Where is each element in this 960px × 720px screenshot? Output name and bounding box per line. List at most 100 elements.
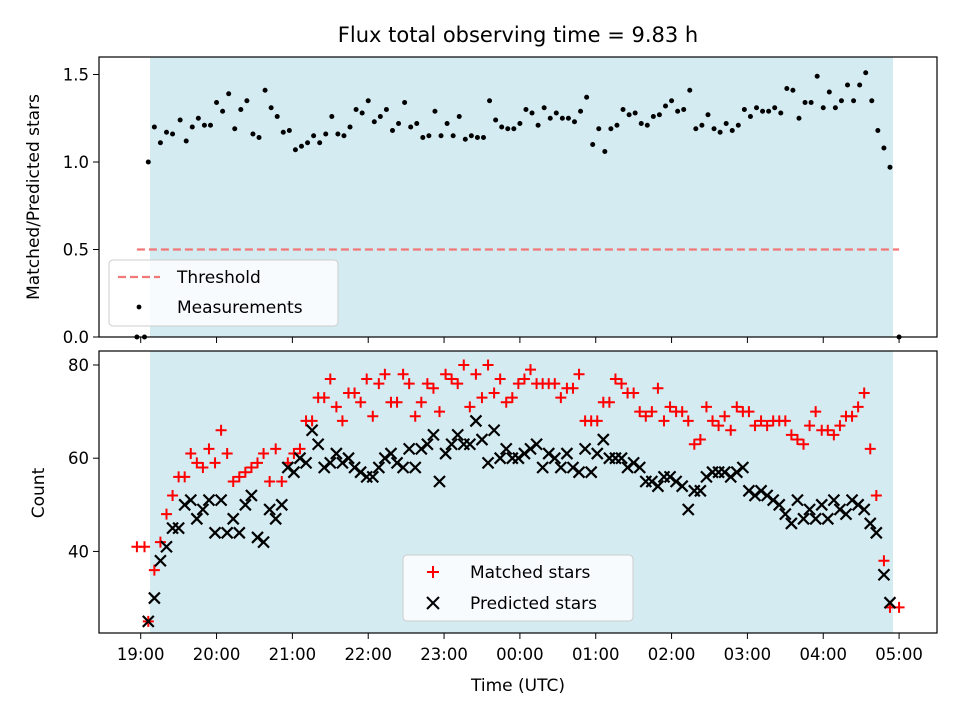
measurement-point xyxy=(887,164,893,170)
measurement-point xyxy=(280,129,286,135)
measurement-point xyxy=(851,98,857,104)
predicted-star-point xyxy=(493,451,507,465)
predicted-star-point xyxy=(883,596,897,609)
x-tick-label: 02:00 xyxy=(648,645,696,664)
matched-star-point xyxy=(603,396,615,408)
matched-star-point xyxy=(494,373,506,385)
measurement-point xyxy=(705,112,711,118)
measurement-point xyxy=(444,121,450,126)
matched-star-point xyxy=(555,392,567,404)
legend-matched-swatch xyxy=(427,566,439,578)
measurement-point xyxy=(323,131,329,137)
predicted-star-point xyxy=(469,414,483,428)
top-plot-frame xyxy=(98,56,938,338)
matched-star-point xyxy=(518,373,530,385)
measurement-point xyxy=(474,135,480,140)
matched-star-point xyxy=(203,443,215,455)
predicted-star-point xyxy=(487,423,501,437)
measurement-point xyxy=(845,82,851,88)
measurement-point xyxy=(151,124,157,130)
matched-star-point xyxy=(573,368,585,380)
matched-star-point xyxy=(446,373,458,385)
matched-star-point xyxy=(713,420,725,432)
measurement-point xyxy=(456,114,462,119)
matched-star-point xyxy=(221,448,233,460)
measurement-point xyxy=(814,73,820,79)
measurement-point xyxy=(741,107,747,112)
matched-star-point xyxy=(500,396,512,408)
measurement-point xyxy=(541,105,547,111)
measurement-point xyxy=(517,121,523,126)
matched-star-point xyxy=(878,555,890,567)
top-y-tick-label: 1.5 xyxy=(63,66,89,85)
measurement-point xyxy=(523,107,529,112)
measurement-point xyxy=(693,126,699,132)
predicted-star-point xyxy=(330,447,343,460)
matched-star-point xyxy=(798,438,810,450)
measurement-point xyxy=(675,108,681,114)
matched-star-point xyxy=(609,373,621,385)
measurement-point xyxy=(341,133,347,139)
measurement-point xyxy=(838,98,844,104)
predicted-star-point xyxy=(809,512,822,526)
measurement-point xyxy=(754,105,760,111)
bottom-legend-box xyxy=(402,554,634,622)
measurement-point xyxy=(238,107,244,112)
measurement-point xyxy=(729,128,735,133)
predicted-star-point xyxy=(384,447,398,460)
bottom-plot-frame xyxy=(98,350,938,634)
measurement-point xyxy=(189,124,195,130)
matched-star-point xyxy=(373,378,385,390)
predicted-star-point xyxy=(451,428,464,442)
measurement-point xyxy=(226,91,232,97)
matched-star-point xyxy=(397,368,409,380)
measurement-point xyxy=(298,143,304,149)
top-y-tick-label: 1.0 xyxy=(63,153,89,172)
predicted-star-point xyxy=(324,456,337,470)
top-series-layer xyxy=(134,70,902,340)
measurement-point xyxy=(681,107,687,112)
measurement-point xyxy=(832,105,838,111)
predicted-star-point xyxy=(651,479,665,493)
measurement-point xyxy=(207,122,213,128)
matched-star-point xyxy=(822,424,834,436)
predicted-star-point xyxy=(815,498,829,512)
matched-star-point xyxy=(215,424,227,436)
predicted-star-point xyxy=(772,498,786,512)
predicted-star-point xyxy=(481,456,495,470)
matched-star-point xyxy=(227,476,239,488)
predicted-star-point xyxy=(839,507,853,521)
measurement-point xyxy=(286,128,292,133)
matched-star-point xyxy=(191,457,203,469)
measurement-point xyxy=(547,115,553,121)
measurement-point xyxy=(578,108,584,114)
predicted-star-point xyxy=(560,447,574,460)
predicted-star-point xyxy=(736,461,750,474)
measurement-point xyxy=(371,119,377,125)
predicted-star-point xyxy=(226,512,240,526)
top-y-axis-label: Matched/Predicted stars xyxy=(24,94,44,300)
measurement-point xyxy=(869,98,875,104)
predicted-star-point xyxy=(160,540,173,554)
bottom-y-axis: 40 60 80 xyxy=(68,356,99,561)
legend-threshold-label: Threshold xyxy=(176,268,261,288)
predicted-star-point xyxy=(196,503,210,516)
predicted-star-point xyxy=(269,512,282,526)
x-tick-label: 05:00 xyxy=(875,645,923,664)
measurement-point xyxy=(214,100,220,105)
predicted-star-point xyxy=(633,461,646,474)
matched-star-point xyxy=(367,410,379,422)
measurement-point xyxy=(584,94,590,100)
matched-star-point xyxy=(652,382,664,394)
measurement-point xyxy=(596,126,602,132)
matched-star-point xyxy=(634,406,646,418)
matched-star-point xyxy=(252,457,263,469)
matched-star-point xyxy=(549,378,561,390)
predicted-star-point xyxy=(827,493,841,507)
chart-title: Flux total observing time = 9.83 h xyxy=(338,23,698,47)
measurement-point xyxy=(857,82,863,88)
measurement-point xyxy=(820,105,826,111)
predicted-star-point xyxy=(184,493,198,507)
measurement-point xyxy=(383,107,389,112)
